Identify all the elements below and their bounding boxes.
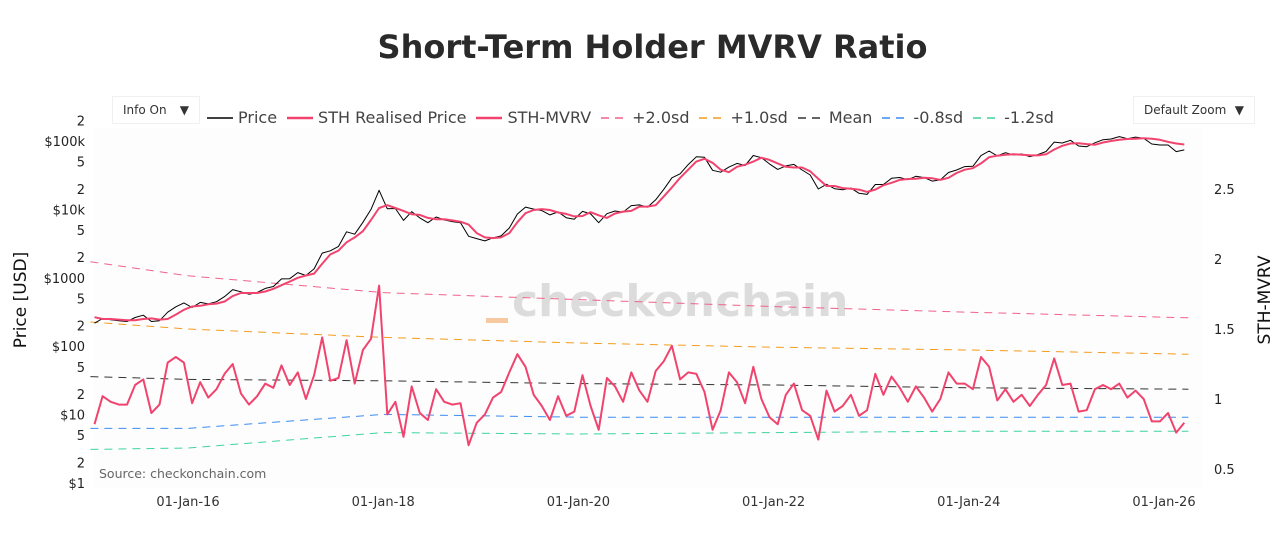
y-tick-label: 2 [77,388,85,403]
x-tick-label: 01-Jan-20 [547,495,610,510]
y-tick-label: 2 [77,456,85,471]
legend-item[interactable]: STH-MVRV [476,108,591,127]
y2-tick-label: 2 [1214,253,1222,268]
sth-realised-price-line [94,137,1185,322]
x-tick-label: 01-Jan-16 [156,495,219,510]
legend-swatch-icon [882,116,909,119]
y-tick-label: $10 [60,409,85,424]
watermark-text: checkonchain [512,276,848,327]
y-tick-label: $100 [52,340,85,355]
dropdown-arrow-icon: ▼ [179,103,189,117]
info-toggle-label: Info On [123,103,167,117]
legend-swatch-icon [476,116,503,119]
legend-swatch-icon [207,116,233,119]
band-line-plus2 [90,261,1189,319]
x-tick-label: 01-Jan-18 [352,495,415,510]
dropdown-arrow-icon: ▼ [1234,103,1244,117]
y-tick-label: 5 [77,224,85,239]
legend-item[interactable]: -1.2sd [973,108,1054,127]
legend-label: -1.2sd [1004,108,1054,127]
price-line [94,136,1185,324]
chart-title: Short-Term Holder MVRV Ratio [377,28,928,66]
y-tick-label: 2 [77,251,85,266]
legend-item[interactable]: +1.0sd [699,108,788,127]
legend-label: -0.8sd [913,108,964,127]
legend-item[interactable]: -0.8sd [882,108,963,127]
zoom-label: Default Zoom [1144,103,1227,117]
y2-axis-label: STH-MVRV [1255,255,1275,344]
x-tick-label: 01-Jan-26 [1132,495,1195,510]
legend-item[interactable]: Price [207,108,277,127]
watermark: checkonchain [486,276,848,327]
info-toggle-dropdown[interactable]: Info On ▼ [112,96,200,124]
legend-item[interactable]: STH Realised Price [287,108,466,127]
legend-label: STH Realised Price [318,108,467,127]
y-tick-label: $100k [44,135,85,150]
y-tick-label: 5 [77,156,85,171]
legend-label: Price [238,108,278,127]
y-tick-label: 2 [77,320,85,335]
plot-area [94,128,1202,488]
legend-label: +2.0sd [632,108,690,127]
y2-tick-label: 1 [1214,393,1222,408]
legend-item[interactable]: Mean [797,108,873,127]
y-tick-label: 5 [77,361,85,376]
y-tick-label: 5 [77,429,85,444]
sth-mvrv-line [93,284,1186,447]
source-label: Source: checkonchain.com [99,466,266,481]
y2-tick-label: 1.5 [1214,323,1235,338]
zoom-dropdown[interactable]: Default Zoom ▼ [1133,96,1255,124]
y-tick-label: 2 [77,183,85,198]
legend-swatch-icon [601,116,628,119]
legend-swatch-icon [287,116,314,119]
y-tick-label: $1 [68,477,85,492]
legend-label: +1.0sd [730,108,788,127]
y2-tick-label: 2.5 [1214,183,1235,198]
legend-swatch-icon [973,116,1000,119]
x-tick-label: 01-Jan-22 [742,495,805,510]
y-tick-label: $1000 [44,272,85,287]
y-axis-label: Price [USD] [11,252,31,348]
legend-label: Mean [828,108,873,127]
y-tick-label: 5 [77,292,85,307]
legend-swatch-icon [699,116,726,119]
y2-tick-label: 0.5 [1214,463,1235,478]
watermark-mark [486,318,508,323]
legend: Price STH Realised Price STH-MVRV +2.0sd +1.… [207,108,1064,127]
legend-label: STH-MVRV [507,108,592,127]
y-tick-label: 2 [77,114,85,129]
x-tick-label: 01-Jan-24 [937,495,1000,510]
legend-swatch-icon [797,116,824,119]
y-tick-label: $10k [53,203,86,218]
legend-item[interactable]: +2.0sd [601,108,689,127]
